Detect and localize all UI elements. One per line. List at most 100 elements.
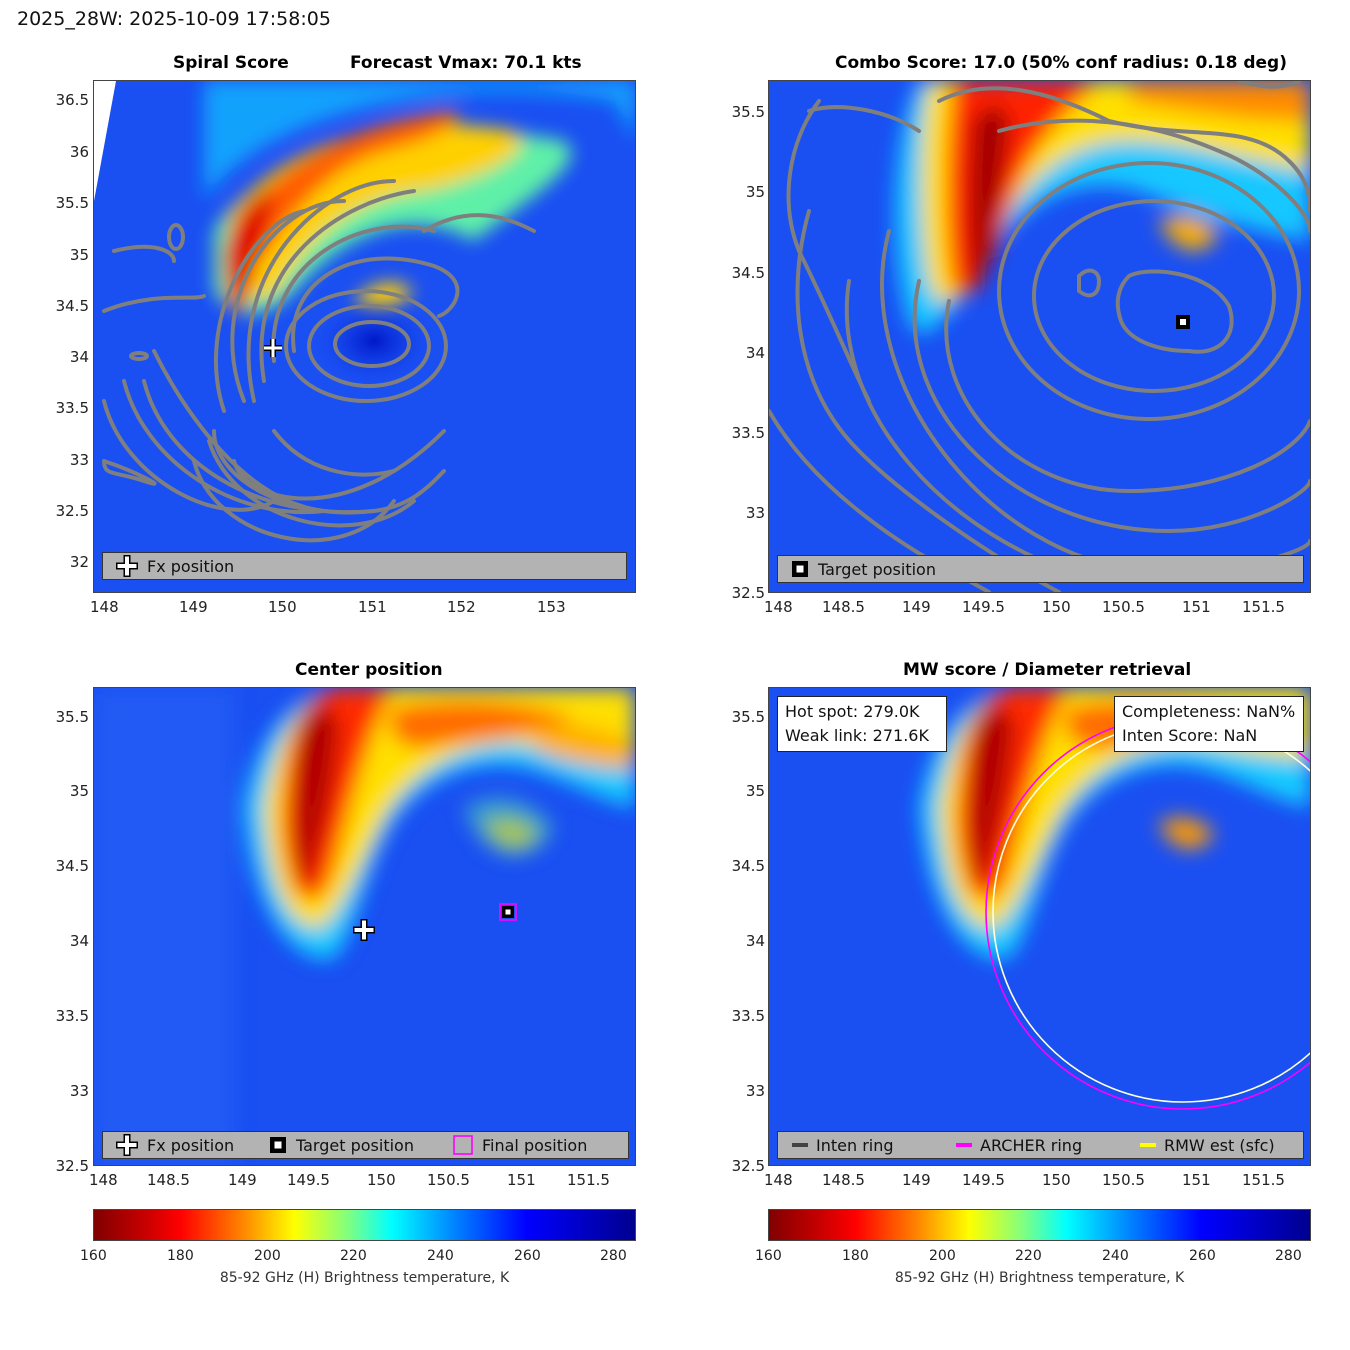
legend-archer-label: ARCHER ring	[980, 1135, 1083, 1155]
x-tick: 149	[228, 1171, 257, 1189]
hot-spot-box: Hot spot: 279.0K Weak link: 271.6K	[777, 696, 947, 752]
archer-ring-line-icon	[956, 1143, 972, 1147]
y-tick: 34.5	[55, 297, 89, 315]
legend-final-label: Final position	[482, 1135, 588, 1155]
hot-spot-text: Hot spot: 279.0K	[785, 702, 920, 721]
x-tick: 148.5	[822, 598, 865, 616]
colorbar-tick: 220	[340, 1248, 367, 1264]
x-tick: 151	[358, 598, 387, 616]
x-tick: 151.5	[1242, 1171, 1285, 1189]
colorbar-label-left: 85-92 GHz (H) Brightness temperature, K	[219, 1270, 510, 1286]
x-tick: 150.5	[1102, 1171, 1145, 1189]
y-tick: 33	[69, 451, 89, 469]
x-tick: 150	[1042, 598, 1071, 616]
target-square-icon	[268, 1135, 288, 1155]
y-tick: 33.5	[55, 1007, 89, 1025]
y-tick: 34	[745, 932, 765, 950]
x-tick: 151	[1182, 1171, 1211, 1189]
x-tick: 151.5	[567, 1171, 610, 1189]
x-tick: 150	[268, 598, 297, 616]
x-tick: 148.5	[822, 1171, 865, 1189]
colorbar-right	[768, 1209, 1311, 1241]
y-tick: 33	[69, 1082, 89, 1100]
x-tick: 150.5	[427, 1171, 470, 1189]
colorbar-tick: 240	[1102, 1248, 1129, 1264]
x-tick: 151	[1182, 598, 1211, 616]
center-fx-marker	[353, 919, 375, 941]
colorbar-tick: 220	[1015, 1248, 1042, 1264]
y-tick: 32.5	[55, 502, 89, 520]
x-tick: 148.5	[147, 1171, 190, 1189]
y-tick: 35	[745, 782, 765, 800]
spiral-title-left: Spiral Score	[173, 53, 289, 73]
y-tick: 35	[69, 246, 89, 264]
y-tick: 35.5	[731, 708, 765, 726]
colorbar-tick: 160	[80, 1248, 107, 1264]
weak-link-text: Weak link: 271.6K	[785, 726, 929, 745]
magenta-square-icon	[452, 1134, 474, 1156]
spiral-legend: Fx position	[102, 552, 627, 580]
center-title: Center position	[295, 660, 443, 680]
center-position-axes: Fx position Target position Final positi…	[93, 687, 636, 1166]
y-tick: 34	[69, 348, 89, 366]
y-tick: 32.5	[731, 584, 765, 602]
mw-score-axes: Hot spot: 279.0K Weak link: 271.6K Compl…	[768, 687, 1311, 1166]
spiral-title-right: Forecast Vmax: 70.1 kts	[350, 53, 582, 73]
y-tick: 35.5	[731, 103, 765, 121]
y-tick: 32.5	[731, 1157, 765, 1175]
legend-fx-label: Fx position	[147, 1135, 235, 1155]
y-tick: 34	[745, 344, 765, 362]
colorbar-tick: 260	[514, 1248, 541, 1264]
y-tick: 33.5	[731, 1007, 765, 1025]
x-tick: 150	[1042, 1171, 1071, 1189]
y-tick: 32	[69, 553, 89, 571]
y-tick: 32.5	[55, 1157, 89, 1175]
y-tick: 34.5	[731, 857, 765, 875]
colorbar-tick: 160	[755, 1248, 782, 1264]
y-tick: 34	[69, 932, 89, 950]
colorbar-tick: 260	[1189, 1248, 1216, 1264]
plus-icon	[115, 1133, 139, 1157]
x-tick: 149	[902, 1171, 931, 1189]
x-tick: 149	[902, 598, 931, 616]
spiral-score-axes: Fx position	[93, 80, 636, 593]
y-tick: 34.5	[55, 857, 89, 875]
combo-legend: Target position	[777, 555, 1304, 583]
spiral-fx-marker	[264, 339, 282, 357]
y-tick: 33.5	[731, 424, 765, 442]
mw-legend: Inten ring ARCHER ring RMW est (sfc)	[777, 1131, 1304, 1159]
inten-ring-line-icon	[792, 1143, 808, 1147]
y-tick: 36.5	[55, 91, 89, 109]
mw-title: MW score / Diameter retrieval	[903, 660, 1192, 680]
colorbar-tick: 280	[600, 1248, 627, 1264]
colorbar-tick: 240	[427, 1248, 454, 1264]
x-tick: 151	[507, 1171, 536, 1189]
x-tick: 150	[367, 1171, 396, 1189]
x-tick: 148	[89, 1171, 118, 1189]
x-tick: 149	[179, 598, 208, 616]
x-tick: 151.5	[1242, 598, 1285, 616]
x-tick: 150.5	[1102, 598, 1145, 616]
legend-fx-label: Fx position	[147, 556, 235, 576]
inten-score-text: Inten Score: NaN	[1122, 726, 1258, 745]
combo-title: Combo Score: 17.0 (50% conf radius: 0.18…	[835, 53, 1287, 73]
colorbar-tick: 200	[254, 1248, 281, 1264]
x-tick: 148	[764, 1171, 793, 1189]
x-tick: 148	[90, 598, 119, 616]
rmw-line-icon	[1140, 1143, 1156, 1147]
colorbar-tick: 200	[929, 1248, 956, 1264]
y-tick: 33	[745, 504, 765, 522]
x-tick: 149.5	[962, 1171, 1005, 1189]
center-final-marker	[499, 903, 517, 921]
legend-inten-label: Inten ring	[816, 1135, 894, 1155]
center-legend: Fx position Target position Final positi…	[102, 1131, 629, 1159]
colorbar-tick: 180	[842, 1248, 869, 1264]
legend-target-label: Target position	[296, 1135, 414, 1155]
colorbar-left	[93, 1209, 636, 1241]
colorbar-tick: 280	[1275, 1248, 1302, 1264]
colorbar-tick: 180	[167, 1248, 194, 1264]
completeness-box: Completeness: NaN% Inten Score: NaN	[1114, 696, 1304, 752]
colorbar-label-right: 85-92 GHz (H) Brightness temperature, K	[894, 1270, 1185, 1286]
x-tick: 152	[447, 598, 476, 616]
x-tick: 149.5	[287, 1171, 330, 1189]
